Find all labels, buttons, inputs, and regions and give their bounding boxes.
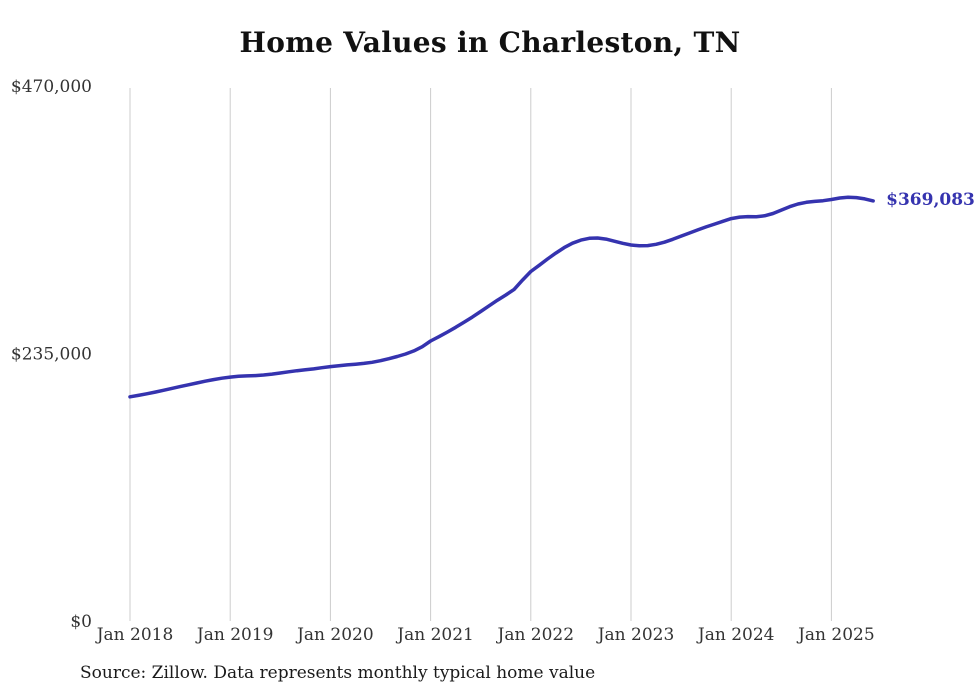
y-tick-label: $470,000 (11, 77, 92, 97)
x-axis-labels: Jan 2018 Jan 2019 Jan 2020 Jan 2021 Jan 2022… (95, 625, 875, 645)
x-tick-label: Jan 2019 (195, 625, 274, 645)
x-tick-label: Jan 2022 (496, 625, 575, 645)
y-tick-label: $235,000 (11, 345, 92, 365)
x-tick-label: Jan 2024 (696, 625, 775, 645)
x-tick-label: Jan 2020 (295, 625, 374, 645)
x-tick-label: Jan 2025 (796, 625, 875, 645)
home-value-line (128, 195, 875, 399)
end-value-label: $369,083 (886, 190, 975, 210)
y-tick-label: $0 (70, 612, 92, 632)
x-tick-label: Jan 2023 (596, 625, 675, 645)
gridlines (129, 88, 832, 621)
x-tick-label: Jan 2018 (95, 625, 174, 645)
x-tick-label: Jan 2021 (395, 625, 474, 645)
chart-title: Home Values in Charleston, TN (239, 26, 741, 59)
y-axis-labels: $0 $235,000 $470,000 (11, 77, 92, 632)
source-note: Source: Zillow. Data represents monthly … (80, 663, 596, 683)
